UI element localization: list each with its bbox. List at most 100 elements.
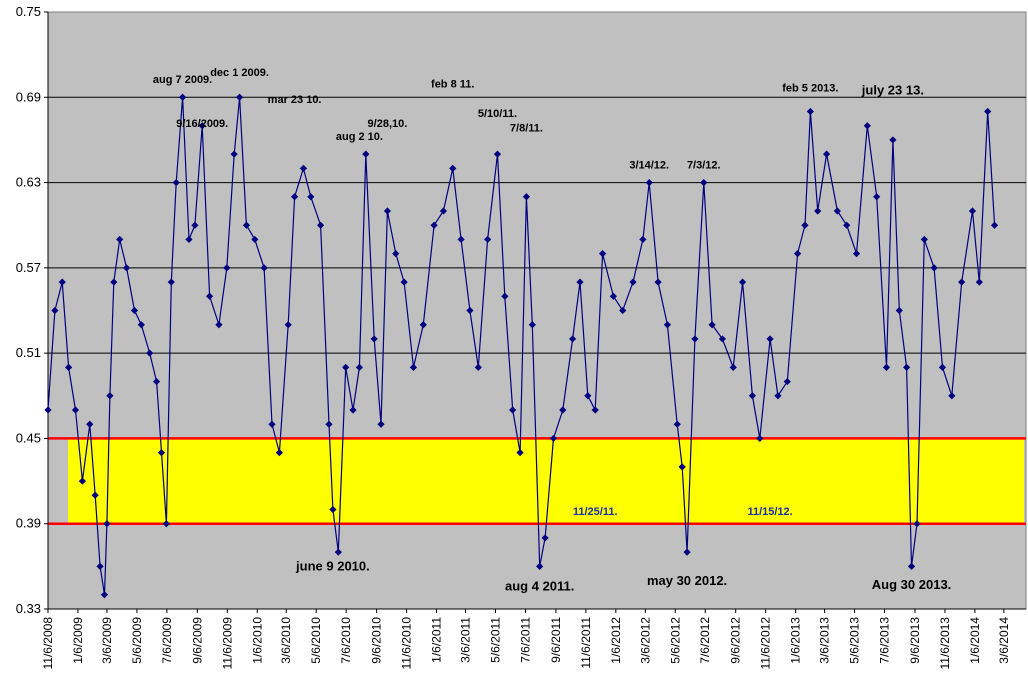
data-point <box>392 250 400 258</box>
data-point <box>215 321 223 329</box>
data-point <box>44 406 52 414</box>
y-tick-label: 0.33 <box>16 601 41 616</box>
data-point <box>260 264 268 272</box>
data-point <box>325 420 333 428</box>
data-point <box>501 292 509 300</box>
annotation-label: 7/3/12. <box>687 159 721 171</box>
data-point <box>268 420 276 428</box>
data-point <box>329 505 337 514</box>
highlight-band <box>68 438 1024 524</box>
data-point <box>522 193 531 201</box>
data-point <box>430 221 438 229</box>
data-point <box>51 306 59 315</box>
data-point <box>58 278 66 286</box>
data-point <box>100 591 109 599</box>
data-point <box>654 278 662 286</box>
data-point <box>275 449 283 457</box>
data-point <box>783 377 791 386</box>
data-point <box>863 122 871 130</box>
data-point <box>663 321 672 329</box>
y-tick-label: 0.63 <box>16 175 41 190</box>
data-point <box>516 449 524 457</box>
data-point <box>116 235 124 244</box>
data-point <box>178 93 187 101</box>
data-point <box>718 335 727 343</box>
x-tick-label: 11/6/2012 <box>759 617 773 670</box>
x-tick-label: 7/6/2011 <box>518 617 532 663</box>
data-point <box>146 349 154 357</box>
x-tick-label: 7/6/2012 <box>698 617 712 664</box>
annotation-label: 9/16/2009. <box>176 118 228 130</box>
x-tick-label: 1/6/2013 <box>789 617 803 664</box>
data-point <box>439 207 448 215</box>
y-tick-label: 0.39 <box>16 516 41 531</box>
data-point <box>549 434 558 443</box>
x-tick-label: 11/6/2009 <box>220 617 234 670</box>
data-point <box>130 306 139 315</box>
data-point <box>673 420 681 428</box>
data-point <box>975 278 983 286</box>
data-point <box>748 392 756 400</box>
annotation-label: july 23 13. <box>861 82 924 97</box>
data-point <box>137 321 145 329</box>
data-point <box>576 278 584 286</box>
y-axis: 0.33 0.39 0.45 0.51 0.57 0.63 0.69 0.75 <box>16 4 49 616</box>
data-point <box>822 150 831 158</box>
data-point <box>449 164 457 172</box>
data-point <box>400 278 408 286</box>
data-point <box>598 250 607 258</box>
data-point <box>106 392 114 400</box>
data-point <box>833 207 841 215</box>
data-point <box>639 235 647 244</box>
data-point <box>172 178 180 187</box>
x-tick-label: 1/6/2012 <box>609 617 623 664</box>
band-layer <box>48 437 1026 525</box>
y-tick-label: 0.75 <box>16 4 41 19</box>
y-tick-label: 0.57 <box>16 260 41 275</box>
x-axis: 11/6/2008 1/6/2009 3/6/2009 5/6/2009 7/6/200… <box>41 608 1026 670</box>
data-point <box>814 207 822 215</box>
data-point <box>609 292 617 300</box>
annotation-label: aug 4 2011. <box>505 579 574 594</box>
data-point <box>152 377 161 386</box>
annotation-label: 11/15/12. <box>747 506 792 518</box>
x-tick-label: 5/6/2010 <box>309 617 323 664</box>
x-tick-label: 5/6/2012 <box>668 617 682 664</box>
data-point <box>806 107 814 116</box>
data-point <box>78 477 86 485</box>
data-point <box>536 562 544 570</box>
annotation-label: dec 1 2009. <box>210 67 269 79</box>
data-point <box>409 363 418 371</box>
x-tick-label: 3/6/2011 <box>459 617 473 663</box>
annotation-label: 9/28,10. <box>368 118 408 130</box>
data-point <box>801 221 809 229</box>
x-tick-label: 11/6/2010 <box>400 617 414 670</box>
data-point <box>349 406 357 414</box>
data-point <box>71 406 80 414</box>
x-tick-label: 9/6/2010 <box>370 617 384 664</box>
series-line <box>47 97 996 595</box>
x-tick-label: 7/6/2013 <box>878 617 892 664</box>
x-tick-label: 1/6/2009 <box>71 617 85 664</box>
data-point <box>756 434 764 443</box>
data-point <box>370 335 378 343</box>
x-tick-label: 3/6/2014 <box>997 617 1011 664</box>
annotation-label: may 30 2012. <box>647 573 727 588</box>
x-tick-label: 3/6/2013 <box>818 617 832 664</box>
y-tick-label: 0.45 <box>16 430 41 445</box>
data-point <box>700 178 708 187</box>
data-point <box>307 193 315 201</box>
annotation-label: Aug 30 2013. <box>872 577 952 592</box>
data-point <box>619 306 627 315</box>
x-tick-label: 11/6/2013 <box>938 617 952 670</box>
data-point <box>541 534 549 542</box>
x-tick-label: 5/6/2009 <box>130 617 144 664</box>
x-tick-label: 11/6/2011 <box>579 617 593 669</box>
data-point <box>355 363 364 371</box>
x-tick-label: 9/6/2009 <box>190 617 204 664</box>
data-point <box>958 278 966 286</box>
annotation-label: 5/10/11. <box>478 108 517 120</box>
annotation-layer: aug 7 2009. 9/16/2009. dec 1 2009. mar 23 1… <box>153 67 951 594</box>
data-point <box>903 363 911 371</box>
